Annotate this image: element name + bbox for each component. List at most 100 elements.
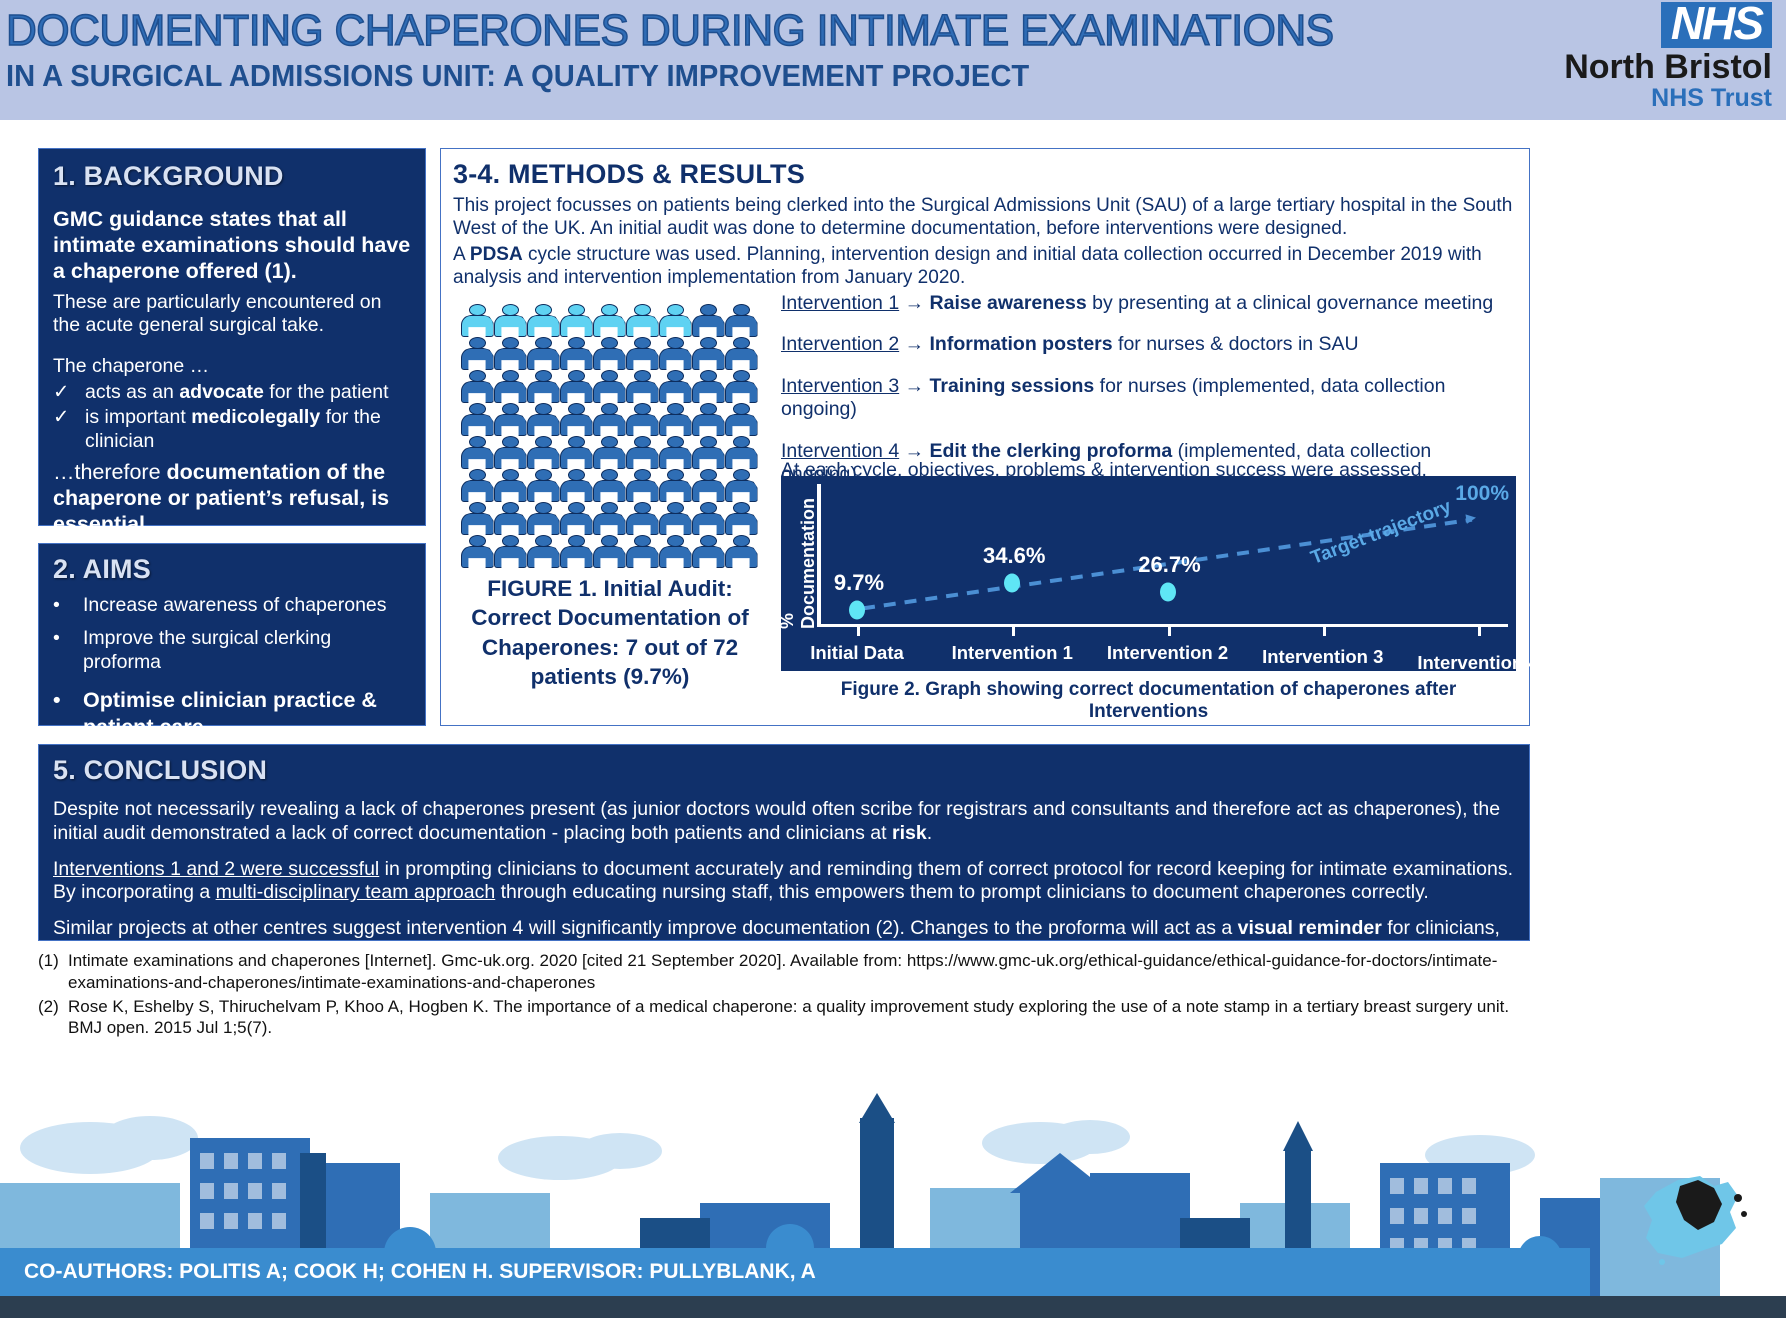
chart-category-label: Intervention 1: [951, 642, 1073, 663]
pictogram-row: [449, 370, 769, 403]
person-icon: [658, 502, 693, 542]
aims-item-label: Optimise clinician practice & patient ca…: [83, 688, 377, 739]
figure1-caption: FIGURE 1. Initial Audit: Correct Documen…: [471, 576, 749, 689]
person-icon: [493, 469, 528, 509]
chart-category-label: Initial Data: [810, 642, 904, 663]
methods-paragraph-2: A PDSA cycle structure was used. Plannin…: [453, 243, 1482, 289]
person-icon: [526, 370, 561, 410]
person-icon-documented: [526, 304, 561, 344]
person-icon: [658, 337, 693, 377]
aims-heading: 2. AIMS: [53, 554, 151, 584]
chart-category-label: Intervention 3: [1262, 646, 1384, 667]
chart-y-axis-label: % Documentation: [777, 497, 818, 629]
poster-header: DOCUMENTING CHAPERONES DURING INTIMATE E…: [0, 0, 1786, 120]
reference-item: (1) Intimate examinations and chaperones…: [38, 950, 1530, 994]
chart-plot-area: 9.7% 34.6% 26.7% Initial Data Intervention …: [810, 484, 1539, 673]
references-list: (1) Intimate examinations and chaperones…: [38, 950, 1530, 1041]
person-icon: [526, 469, 561, 509]
chart-x-axis: [817, 624, 1508, 627]
person-icon: [460, 370, 495, 410]
background-paragraph-1: These are particularly encountered on th…: [53, 290, 382, 337]
reference-number: (1): [38, 951, 59, 970]
background-tick-item: ✓ acts as an advocate for the patient: [53, 381, 411, 404]
person-icon: [592, 436, 627, 476]
person-icon: [625, 469, 660, 509]
tick-text: is important medicolegally for the clini…: [85, 406, 381, 452]
background-tick-item: ✓ is important medicolegally for the cli…: [53, 406, 411, 453]
person-icon-documented: [460, 304, 495, 344]
conclusion-paragraph-3: Similar projects at other centres sugges…: [53, 917, 1500, 963]
chart-data-point: [849, 600, 865, 620]
chart-x-tick: [1322, 626, 1326, 636]
person-icon: [691, 436, 726, 476]
person-icon: [691, 403, 726, 443]
pictogram-row: [449, 469, 769, 502]
person-icon-documented: [493, 304, 528, 344]
person-icon: [691, 502, 726, 542]
bullet-icon: •: [53, 688, 61, 713]
arrow-icon: →: [904, 333, 925, 356]
person-icon: [691, 535, 726, 575]
check-icon: ✓: [53, 406, 70, 429]
interventions-list: Intervention 1 → Raise awareness by pres…: [781, 292, 1511, 504]
chart-data-point: [1159, 582, 1176, 602]
reference-number: (2): [38, 996, 59, 1016]
person-icon: [526, 502, 561, 542]
person-icon: [691, 469, 726, 509]
figure2-chart: % Documentation 9.7% 34.6% 26.7% Initial D…: [777, 476, 1539, 673]
trust-name: North Bristol: [1564, 47, 1772, 86]
person-icon: [724, 337, 759, 377]
chart-data-point: [1004, 573, 1021, 593]
assessed-line: At each cycle, objectives, problems & in…: [781, 459, 1427, 481]
coauthors-bar: CO-AUTHORS: POLITIS A; COOK H; COHEN H. …: [0, 1248, 1590, 1296]
reference-text: Rose K, Eshelby S, Thiruchelvam P, Khoo …: [68, 996, 1510, 1038]
conclusion-paragraph-1: Despite not necessarily revealing a lack…: [53, 798, 1501, 844]
aims-item-label: Increase awareness of chaperones: [83, 594, 387, 616]
person-icon: [559, 436, 594, 476]
background-paragraph-2: The chaperone …: [53, 355, 210, 378]
person-icon: [493, 436, 528, 476]
aims-list-item: • Optimise clinician practice & patient …: [53, 687, 411, 739]
bullet-icon: •: [53, 626, 60, 649]
pictogram-row: [449, 502, 769, 535]
chart-y-axis: [817, 484, 821, 627]
person-icon: [493, 370, 528, 410]
page-subtitle: IN A SURGICAL ADMISSIONS UNIT: A QUALITY…: [6, 58, 1030, 93]
person-icon: [625, 535, 660, 575]
chart-x-tick: [1167, 626, 1171, 636]
background-panel: 1. BACKGROUND GMC guidance states that a…: [38, 148, 426, 536]
person-icon: [559, 337, 594, 377]
person-icon: [658, 535, 693, 575]
chart-category-label: Intervention 2: [1106, 642, 1229, 663]
pictogram-row: [449, 337, 769, 370]
person-icon: [460, 469, 495, 509]
pictogram-row: [449, 304, 769, 337]
background-closing: …therefore documentation of the chaperon…: [53, 460, 390, 537]
arrow-icon: →: [904, 292, 925, 314]
conclusion-heading: 5. CONCLUSION: [53, 755, 268, 785]
person-icon-documented: [559, 304, 594, 344]
chart-x-tick: [857, 626, 860, 636]
chart-data-label: 26.7%: [1138, 551, 1201, 577]
pictogram-row: [449, 403, 769, 436]
person-icon: [559, 502, 594, 542]
conclusion-paragraph-2: Interventions 1 and 2 were successful in…: [53, 857, 1513, 904]
pictogram-row: [449, 436, 769, 469]
person-icon-documented: [658, 304, 693, 344]
person-icon: [724, 436, 759, 476]
figure1-pictogram: [449, 304, 769, 569]
conclusion-panel: 5. CONCLUSION Despite not necessarily re…: [38, 744, 1530, 963]
bristol-map-icon: [1644, 1176, 1747, 1265]
person-icon: [526, 403, 561, 443]
page-title: DOCUMENTING CHAPERONES DURING INTIMATE E…: [5, 5, 1335, 56]
nhs-mark-icon: NHS: [1660, 0, 1772, 48]
methods-heading: 3-4. METHODS & RESULTS: [453, 159, 805, 189]
bullet-icon: •: [53, 594, 60, 616]
person-icon: [493, 337, 528, 377]
aims-list-item: • Increase awareness of chaperones: [53, 594, 411, 618]
person-icon: [592, 403, 627, 443]
figure2-caption: Figure 2. Graph showing correct document…: [840, 679, 1457, 722]
person-icon: [460, 502, 495, 542]
person-icon: [724, 304, 759, 344]
person-icon: [460, 436, 495, 476]
